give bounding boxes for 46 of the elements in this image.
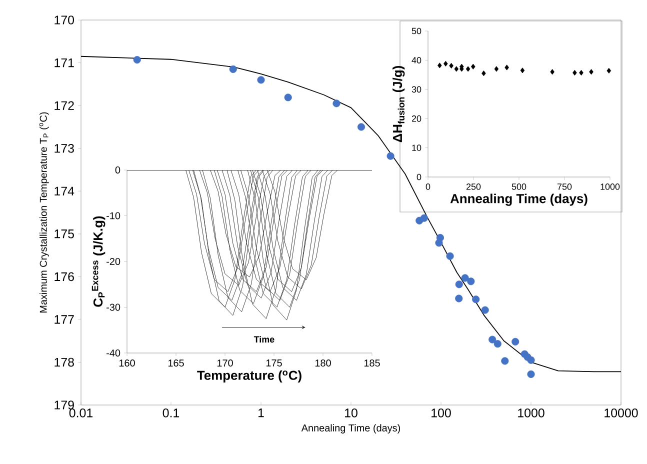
y-tick-label: 40 (412, 57, 422, 64)
y-tick-label: 171 (54, 58, 74, 68)
y-tick-label: 50 (412, 28, 422, 34)
x-tick-label: 750 (557, 184, 572, 190)
x-tick-label: 185 (364, 360, 380, 367)
x-tick-label: 0.01 (69, 408, 92, 418)
annotation: Time (254, 336, 274, 343)
x-tick-label: 160 (119, 360, 135, 367)
y-tick-label: -30 (106, 304, 120, 311)
x-tick-label: 175 (266, 360, 282, 366)
x-tick-label: 10000 (604, 408, 638, 418)
x-tick-label: 165 (168, 360, 184, 367)
y-tick-label: 177 (54, 315, 74, 324)
x-tick-label: 100 (432, 408, 451, 418)
y-axis-title: Maximum Crystallization Temperature T$_{P}$ ($^{o}$C) (39, 112, 49, 313)
x-tick-label: 0.1 (162, 408, 180, 418)
y-tick-label: 0 (115, 166, 120, 174)
x-tick-label: 1000 (518, 408, 544, 418)
x-axis-title: Annealing Time (days) (301, 424, 400, 434)
y-tick-label: 178 (54, 358, 74, 367)
y-axis-title: C$_{P}$$^{Excess}$ (J/K.g) (92, 216, 106, 307)
y-tick-label: 30 (412, 86, 422, 93)
y-tick-label: 170 (54, 16, 74, 24)
x-tick-label: 170 (217, 360, 233, 367)
y-tick-label: 173 (54, 144, 74, 153)
x-axis-title: Temperature ($^{o}$C) (197, 370, 302, 382)
x-tick-label: 180 (315, 360, 331, 367)
x-tick-label: 0 (426, 184, 430, 190)
y-tick-label: 176 (54, 272, 74, 282)
y-tick-label: -40 (106, 349, 120, 357)
y-tick-label: -10 (106, 212, 120, 220)
x-tick-label: 1000 (600, 184, 620, 190)
x-tick-label: 250 (466, 184, 481, 190)
x-tick-label: 10 (345, 408, 358, 418)
y-tick-label: 172 (54, 101, 74, 110)
x-tick-label: 500 (512, 184, 526, 190)
y-tick-label: 174 (54, 186, 74, 196)
y-tick-label: 179 (54, 400, 74, 410)
y-tick-label: -20 (106, 258, 120, 266)
y-tick-label: 10 (412, 144, 422, 151)
y-axis-title: ΔH$_{fusion}$ (J/g) (392, 66, 405, 142)
x-axis-title: Annealing Time (days) (450, 194, 588, 206)
x-tick-label: 1 (258, 408, 264, 418)
y-tick-label: 175 (54, 230, 74, 238)
y-tick-label: 0 (416, 174, 422, 180)
y-tick-label: 20 (412, 115, 422, 122)
